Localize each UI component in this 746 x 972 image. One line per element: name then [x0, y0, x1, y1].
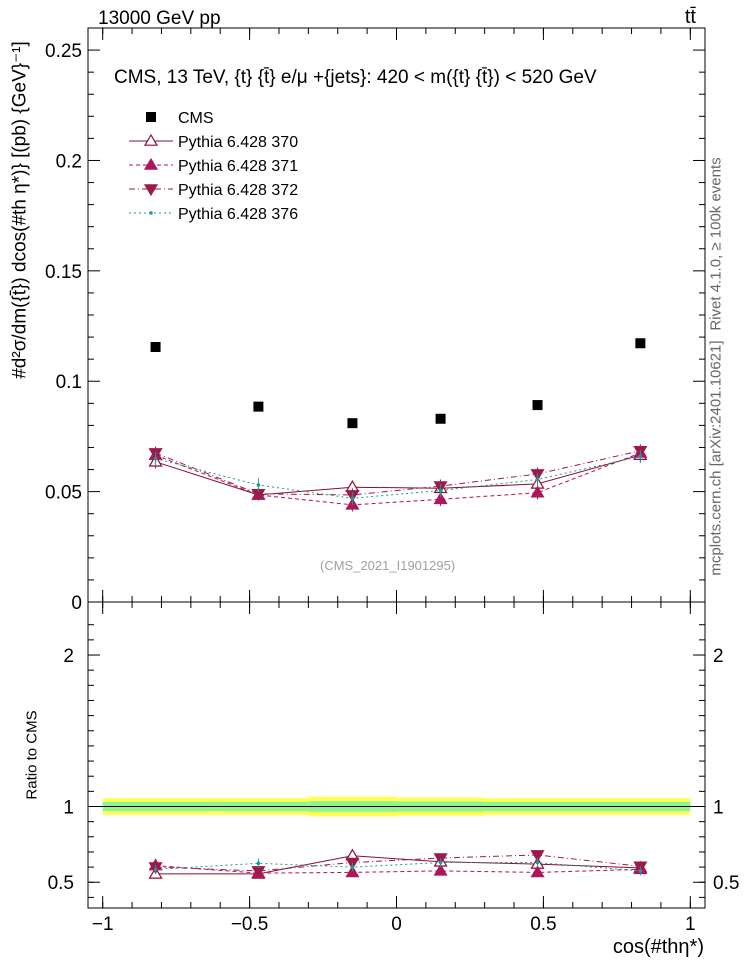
- legend-marker: [149, 211, 153, 215]
- legend-marker-cms: [146, 112, 156, 122]
- x-tick-label: 0: [391, 914, 402, 935]
- x-tick-label: −0.5: [231, 914, 269, 935]
- x-tick-label: 0.5: [530, 914, 556, 935]
- x-axis-label: cos(#thη*): [612, 936, 704, 958]
- ratio-y-tick-label: 0.5: [48, 873, 74, 894]
- ratio-point: [153, 867, 158, 872]
- legend-label: Pythia 6.428 372: [178, 182, 298, 199]
- ratio-y-tick-label-right: 2: [713, 646, 724, 667]
- ratio-plot-frame: [87, 601, 706, 909]
- series-line: [155, 455, 641, 499]
- cms-data-point: [253, 401, 264, 412]
- legend-label: Pythia 6.428 370: [178, 134, 298, 151]
- cms-data-point: [435, 413, 446, 424]
- ratio-series-line: [155, 854, 641, 872]
- ratio-y-tick-label: 2: [63, 646, 74, 667]
- x-tick-label: 1: [685, 914, 696, 935]
- main-plot-title: CMS, 13 TeV, {t} {t̄} e/μ +{jets}: 420 <…: [114, 67, 597, 88]
- ratio-point: [256, 861, 261, 866]
- ratio-point: [433, 863, 448, 876]
- ratio-y-tick-label-right: 0.5: [713, 873, 739, 894]
- ratio-y-tick-label: 1: [63, 798, 74, 819]
- legend-marker: [143, 184, 159, 197]
- ratio-point: [535, 860, 540, 865]
- series-line: [155, 454, 641, 496]
- legend-label: CMS: [178, 110, 214, 127]
- rivet-version-label: Rivet 4.1.0, ≥ 100k events: [707, 157, 725, 331]
- series-point: [535, 477, 540, 482]
- series-line: [155, 450, 641, 496]
- series-point: [433, 492, 448, 505]
- analysis-id-watermark: (CMS_2021_I1901295): [320, 558, 456, 573]
- ratio-series-line: [155, 855, 641, 875]
- ratio-point: [350, 865, 355, 869]
- ratio-point: [530, 850, 545, 863]
- main-y-tick-label: 0.15: [45, 262, 82, 283]
- ratio-point: [438, 860, 443, 865]
- series-point: [153, 456, 158, 461]
- series-line: [155, 452, 641, 506]
- legend-marker: [143, 133, 159, 146]
- cms-data-point: [635, 338, 646, 349]
- main-y-tick-label: 0.05: [45, 483, 82, 504]
- ratio-series-line: [155, 862, 641, 872]
- cms-data-point: [347, 418, 358, 429]
- mcplots-source-label: mcplots.cern.ch [arXiv:2401.10621]: [707, 340, 725, 576]
- header-energy-label: 13000 GeV pp: [98, 8, 221, 29]
- ratio-point: [638, 869, 643, 873]
- cms-data-point: [150, 342, 161, 353]
- main-y-tick-label: 0.25: [45, 41, 82, 62]
- ratio-y-axis-label: Ratio to CMS: [23, 710, 41, 800]
- ratio-point: [530, 865, 545, 878]
- series-point: [350, 496, 355, 501]
- ratio-series-line: [155, 865, 641, 874]
- x-tick-label: −1: [92, 914, 114, 935]
- ratio-y-tick-label-right: 1: [713, 798, 724, 819]
- legend-marker: [143, 157, 159, 170]
- series-point: [530, 485, 545, 498]
- series-point: [256, 483, 261, 487]
- series-point: [438, 488, 443, 493]
- series-point: [638, 454, 643, 459]
- main-y-tick-label: 0.2: [56, 151, 82, 172]
- header-process-label: tt̄: [684, 6, 696, 28]
- legend-label: Pythia 6.428 371: [178, 158, 298, 175]
- main-y-tick-label: 0: [71, 593, 82, 614]
- cms-data-point: [532, 400, 543, 411]
- main-y-tick-label: 0.1: [56, 372, 82, 393]
- legend-label: Pythia 6.428 376: [178, 206, 298, 223]
- main-y-axis-label: #d²σ/dm({t̄}) dcos(#th η*)} [(pb) {GeV}⁻…: [9, 41, 31, 379]
